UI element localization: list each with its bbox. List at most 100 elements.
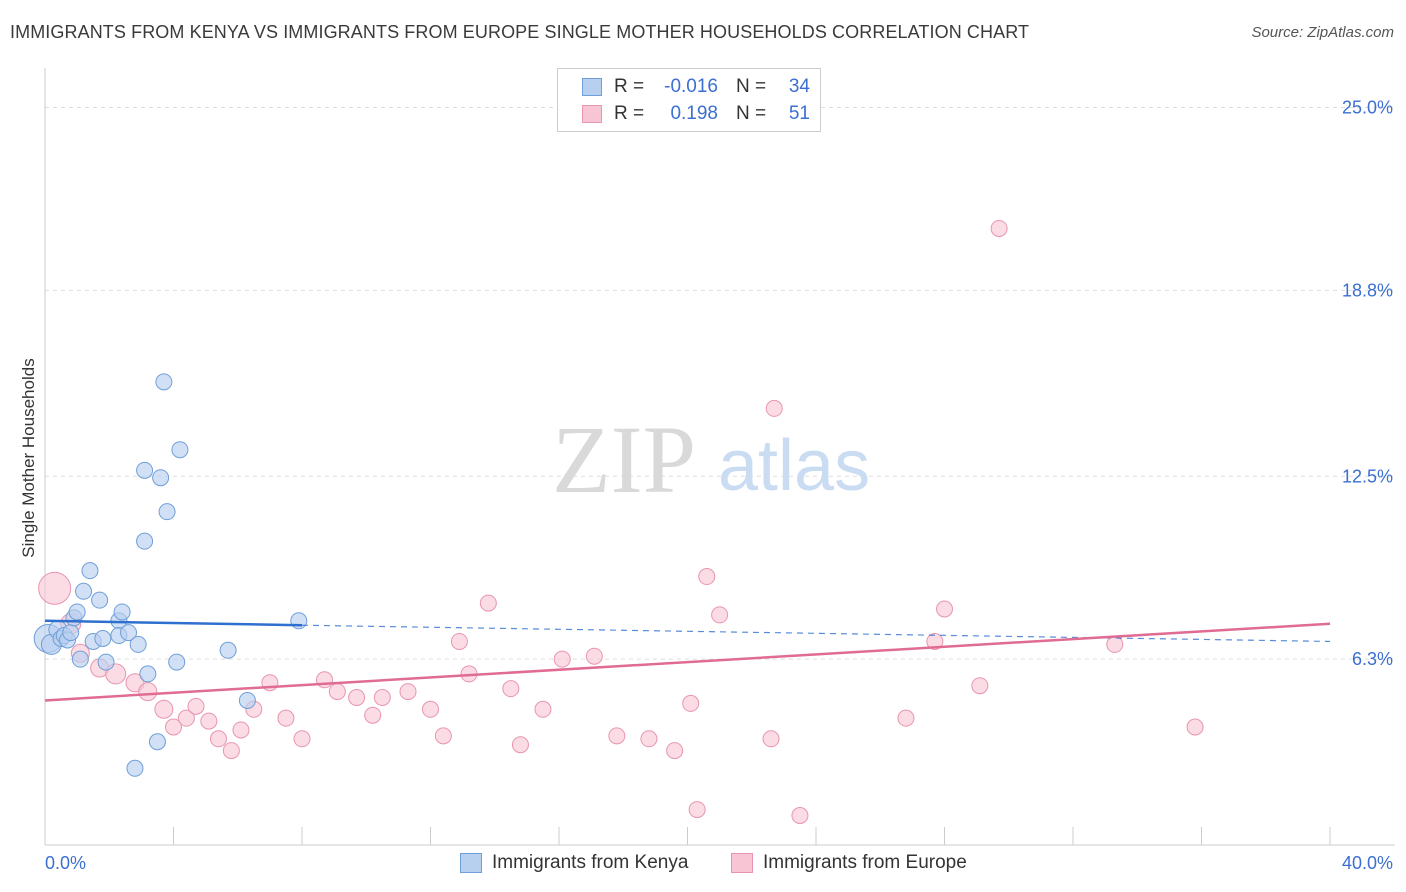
europe-point — [666, 742, 684, 760]
kenya-point — [139, 665, 157, 683]
series-legend: Immigrants from Kenya Immigrants from Eu… — [0, 852, 1406, 878]
europe-point — [1106, 635, 1124, 653]
y-tick-label: 25.0% — [1342, 98, 1393, 118]
x-tick-label-min: 0.0% — [45, 853, 86, 873]
kenya-swatch — [582, 78, 602, 96]
y-tick-label: 18.8% — [1342, 280, 1393, 300]
kenya-point — [136, 461, 154, 479]
source-label: Source: ZipAtlas.com — [1251, 24, 1394, 41]
europe-point — [222, 742, 240, 760]
kenya-point — [91, 591, 109, 609]
europe-point — [765, 399, 783, 417]
kenya-point — [94, 630, 112, 647]
kenya-point — [75, 582, 93, 600]
europe-point — [293, 730, 311, 748]
chart-title: IMMIGRANTS FROM KENYA VS IMMIGRANTS FROM… — [10, 22, 1030, 42]
europe-point — [585, 647, 603, 665]
r-label: R = — [614, 103, 645, 124]
europe-point — [434, 727, 452, 745]
europe-point — [682, 694, 700, 712]
europe-point — [688, 801, 706, 819]
kenya-point — [81, 562, 99, 580]
kenya-legend-swatch — [460, 853, 482, 873]
n-value-kenya: 34 — [788, 76, 810, 97]
y-tick-label: 6.3% — [1352, 649, 1393, 669]
europe-point — [165, 718, 182, 736]
europe-point — [553, 650, 571, 668]
kenya-point — [126, 759, 144, 777]
europe-point — [422, 700, 439, 718]
legend-item-kenya[interactable]: Immigrants from Kenya — [460, 852, 688, 874]
legend-row-europe: R = 0.198 N = 51 — [582, 101, 810, 127]
n-value-europe: 51 — [788, 103, 810, 124]
europe-point — [200, 712, 218, 730]
n-label: N = — [736, 76, 767, 97]
europe-point — [990, 219, 1008, 237]
tick-labels: 6.3% 12.5% 18.8% 25.0% 0.0% 40.0% — [45, 98, 1393, 874]
y-tick-label: 12.5% — [1342, 466, 1393, 486]
kenya-point — [155, 373, 173, 391]
kenya-point — [62, 624, 80, 642]
watermark-atlas: atlas — [718, 426, 870, 506]
europe-point — [138, 682, 158, 702]
kenya-point — [136, 532, 154, 550]
europe-point — [608, 727, 626, 745]
n-label: N = — [736, 103, 767, 124]
europe-point — [399, 683, 417, 701]
axes — [44, 68, 1395, 846]
kenya-points — [33, 373, 308, 777]
kenya-legend-label: Immigrants from Kenya — [492, 852, 689, 873]
europe-point — [154, 699, 174, 719]
trend-lines — [44, 619, 1331, 702]
europe-point — [711, 606, 729, 624]
europe-point — [791, 807, 809, 824]
kenya-point — [68, 603, 86, 621]
europe-point — [897, 709, 915, 727]
europe-point — [511, 736, 529, 754]
kenya-point — [168, 653, 186, 671]
europe-point — [348, 689, 366, 706]
stats-legend: R = -0.016 N = 34 R = 0.198 N = 51 — [557, 68, 821, 132]
europe-point — [936, 600, 953, 618]
kenya-point — [129, 635, 147, 653]
europe-legend-label: Immigrants from Europe — [763, 852, 967, 873]
europe-point — [502, 680, 520, 698]
europe-point — [277, 709, 295, 727]
europe-point — [450, 632, 468, 650]
kenya-point — [120, 624, 138, 642]
europe-point — [328, 683, 346, 701]
europe-point — [479, 594, 497, 612]
europe-point — [373, 689, 391, 706]
europe-points — [38, 219, 1204, 824]
grid-lines — [45, 107, 1395, 660]
europe-point — [315, 671, 333, 689]
kenya-point — [152, 469, 170, 487]
europe-point — [1186, 718, 1204, 736]
europe-point — [926, 632, 944, 650]
europe-point — [209, 730, 227, 748]
r-label: R = — [614, 76, 645, 97]
europe-point — [698, 568, 716, 586]
europe-swatch — [582, 105, 602, 123]
europe-point — [762, 730, 780, 748]
watermark-zip: ZIP — [552, 406, 696, 513]
r-value-kenya: -0.016 — [664, 76, 718, 97]
europe-point — [177, 709, 195, 727]
europe-point — [971, 677, 989, 695]
europe-legend-swatch — [731, 853, 753, 873]
europe-point — [640, 730, 658, 748]
europe-point — [534, 700, 552, 718]
europe-trend-line — [44, 622, 1331, 702]
europe-point — [187, 697, 205, 715]
r-value-europe: 0.198 — [670, 103, 718, 124]
legend-row-kenya: R = -0.016 N = 34 — [582, 74, 810, 100]
europe-point — [232, 721, 250, 739]
legend-item-europe[interactable]: Immigrants from Europe — [731, 852, 967, 874]
europe-point — [364, 706, 382, 724]
kenya-point — [148, 733, 166, 751]
kenya-point — [113, 603, 131, 621]
kenya-point — [219, 641, 237, 659]
kenya-point — [171, 441, 189, 459]
europe-point — [38, 571, 72, 605]
